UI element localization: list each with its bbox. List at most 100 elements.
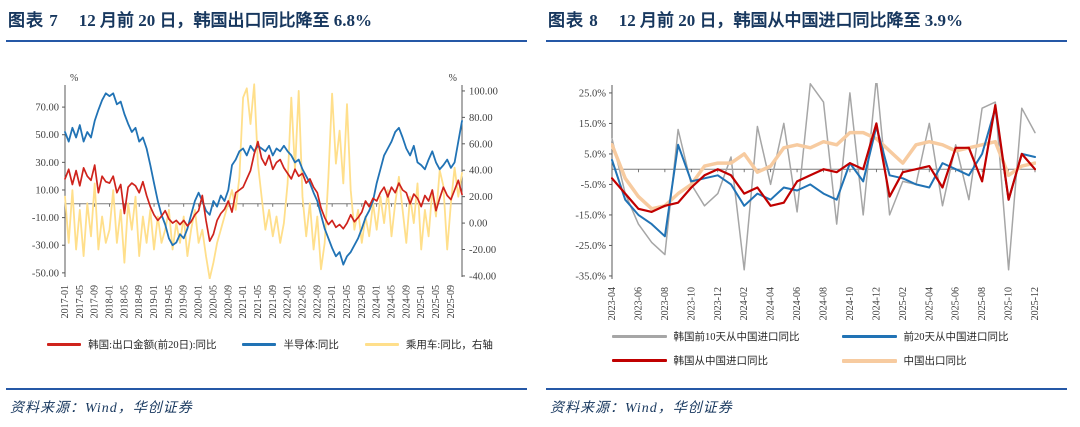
x-tick-label: 2025-09 — [446, 285, 457, 318]
x-tick-label: 2024-09 — [401, 285, 412, 318]
series-line-kr-imports-from-china — [611, 103, 1036, 213]
x-tick-label: 2023-09 — [357, 285, 368, 318]
legend-item-kr-first10d-imports-from-china: 韩国前10天从中国进口同比 — [611, 329, 800, 344]
y-tick-label-right: 0.00 — [469, 219, 487, 230]
legend-line-swatch — [841, 335, 897, 338]
series-line-korea-export-yoy — [64, 140, 463, 242]
y-tick-label-right: 100.00 — [469, 86, 498, 97]
y-tick-label-left: 70.00 — [35, 103, 59, 114]
legend-item-kr-first20d-imports-from-china: 前20天从中国进口同比 — [841, 329, 1009, 344]
y-axis-unit-left: % — [70, 73, 78, 84]
legend-line-swatch — [841, 358, 897, 363]
y-tick-label-left: -50.00 — [32, 268, 59, 279]
y-tick-label-left: -10.00 — [32, 213, 59, 224]
x-tick-label: 2023-05 — [342, 285, 353, 318]
x-tick-label: 2021-05 — [253, 285, 264, 318]
x-tick-label: 2020-09 — [223, 285, 234, 318]
x-tick-label: 2024-02 — [739, 287, 750, 320]
x-tick-label: 2025-01 — [416, 285, 427, 318]
x-tick-label: 2017-01 — [60, 285, 71, 318]
x-tick-label: 2024-04 — [766, 287, 777, 320]
korea-imports-from-china-chart: 2023-04 2023-06 2023-08 2023-10 2023-12 2024-… — [575, 83, 1041, 320]
legend-label: 半导体:同比 — [283, 340, 339, 351]
title-underline — [6, 40, 527, 42]
x-tick-label: 2021-01 — [238, 285, 249, 318]
source-note: 资料来源：Wind，华创证券 — [550, 401, 733, 416]
x-tick-label: 2024-12 — [871, 287, 882, 320]
y-tick-label-left: -5.0% — [581, 180, 607, 191]
legend-label: 韩国前10天从中国进口同比 — [673, 332, 800, 343]
x-tick-label: 2023-01 — [327, 285, 338, 318]
series-line-kr-first20d-imports-from-china — [611, 107, 1036, 238]
y-tick-label-left: 5.0% — [584, 149, 606, 160]
x-tick-label: 2018-01 — [105, 285, 116, 318]
x-tick-label: 2019-01 — [149, 285, 160, 318]
legend-line-swatch — [242, 343, 277, 346]
figure-7-panel: 图表 7 12 月前 20 日，韩国出口同比降至 6.8% 2017-01 2017… — [0, 7, 540, 416]
x-tick-label: 2024-05 — [387, 285, 398, 318]
legend-line-swatch — [611, 335, 667, 338]
x-tick-label: 2025-06 — [951, 287, 962, 320]
x-tick-label: 2023-08 — [660, 287, 671, 320]
x-tick-label: 2024-06 — [792, 287, 803, 320]
y-tick-label-right: 20.00 — [469, 192, 493, 203]
x-tick-label: 2018-05 — [119, 285, 130, 318]
x-tick-label: 2025-10 — [1004, 287, 1015, 320]
legend-item-china-export-yoy: 中国出口同比 — [841, 353, 967, 368]
x-tick-label: 2020-01 — [194, 285, 205, 318]
x-tick-label: 2019-05 — [164, 285, 175, 318]
figure-7-legend: 韩国:出口金额(前20日):同比 半导体:同比 乘用车:同比，右轴 — [0, 337, 540, 352]
y-tick-label-right: 60.00 — [469, 139, 493, 150]
figure-8-legend: 韩国前10天从中国进口同比 前20天从中国进口同比韩国从中国进口同比 中国出口同比 — [540, 329, 1080, 368]
figure-8-panel: 图表 8 12 月前 20 日，韩国从中国进口同比降至 3.9% 2023-04 2… — [540, 0, 1080, 427]
legend-line-swatch — [364, 343, 399, 346]
legend-item-korea-export-yoy: 韩国:出口金额(前20日):同比 — [47, 337, 216, 352]
y-tick-label-left: -15.0% — [575, 210, 606, 221]
x-tick-label: 2025-02 — [898, 287, 909, 320]
legend-label: 中国出口同比 — [903, 356, 967, 367]
y-tick-label-right: -40.00 — [469, 271, 496, 282]
y-axis-unit-right: % — [449, 73, 457, 84]
y-tick-label-left: 10.00 — [35, 185, 59, 196]
source-note: 资料来源：Wind，华创证券 — [10, 401, 193, 416]
legend-line-swatch — [47, 343, 82, 346]
legend-line-swatch — [611, 359, 667, 362]
series-line-kr-first10d-imports-from-china — [611, 83, 1036, 271]
legend-label: 韩国:出口金额(前20日):同比 — [88, 340, 217, 351]
legend-label: 前20天从中国进口同比 — [903, 332, 1009, 343]
x-tick-label: 2025-08 — [977, 287, 988, 320]
figure-8-title: 图表 8 12 月前 20 日，韩国从中国进口同比降至 3.9% — [548, 7, 1070, 35]
y-tick-label-left: -30.00 — [32, 241, 59, 252]
x-tick-label: 2022-09 — [312, 285, 323, 318]
x-tick-label: 2023-12 — [713, 287, 724, 320]
figure-8-title-text: 12 月前 20 日，韩国从中国进口同比降至 3.9% — [618, 11, 963, 30]
legend-label: 韩国从中国进口同比 — [673, 356, 769, 367]
y-tick-label-right: 80.00 — [469, 113, 493, 124]
x-tick-label: 2020-05 — [208, 285, 219, 318]
y-tick-label-left: 15.0% — [579, 119, 606, 130]
y-tick-label-left: -25.0% — [575, 241, 606, 252]
legend-item-passenger-car-yoy: 乘用车:同比，右轴 — [364, 337, 493, 352]
korea-export-yoy-chart: 2017-01 2017-05 2017-09 2018-01 2018-05 2018-… — [32, 73, 498, 318]
legend-item-kr-imports-from-china: 韩国从中国进口同比 — [611, 353, 769, 368]
x-tick-label: 2022-01 — [283, 285, 294, 318]
x-tick-label: 2024-01 — [372, 285, 383, 318]
y-tick-label-right: -20.00 — [469, 245, 496, 256]
x-tick-label: 2023-04 — [607, 287, 618, 320]
figure-7-label: 图表 7 — [8, 11, 59, 30]
figure-8-label: 图表 8 — [548, 11, 599, 30]
title-underline — [546, 40, 1067, 42]
series-line-semiconductor-yoy — [64, 92, 463, 266]
x-tick-label: 2025-05 — [431, 285, 442, 318]
source-divider — [546, 388, 1067, 390]
y-tick-label-right: 40.00 — [469, 166, 493, 177]
x-tick-label: 2018-09 — [134, 285, 145, 318]
x-tick-label: 2022-05 — [297, 285, 308, 318]
x-tick-label: 2017-05 — [75, 285, 86, 318]
y-tick-label-left: 25.0% — [579, 88, 606, 99]
figure-7-title: 图表 7 12 月前 20 日，韩国出口同比降至 6.8% — [8, 7, 530, 35]
x-tick-label: 2023-06 — [633, 287, 644, 320]
x-tick-label: 2025-04 — [924, 287, 935, 320]
source-divider — [6, 388, 527, 390]
